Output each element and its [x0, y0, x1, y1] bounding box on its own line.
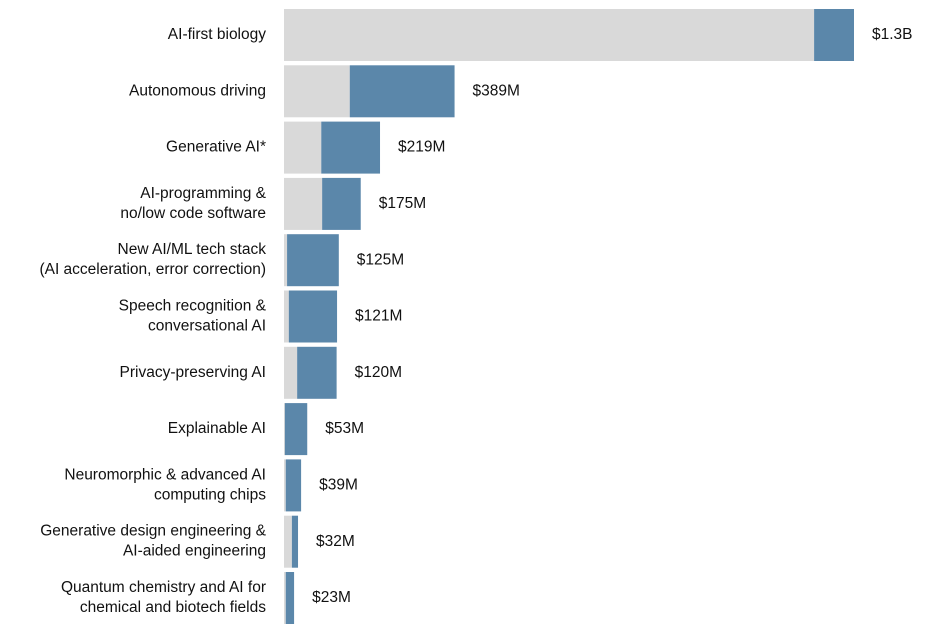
bar-segment	[291, 515, 299, 568]
category-line: conversational AI	[148, 318, 266, 335]
category-label: Generative AI*	[166, 139, 266, 156]
category-line: Explainable AI	[168, 420, 266, 437]
category-line: Speech recognition &	[119, 298, 267, 315]
category-line: AI-programming &	[140, 185, 266, 202]
value-label: $175M	[379, 195, 426, 212]
value-label: $125M	[357, 251, 404, 268]
category-line: Quantum chemistry and AI for	[61, 579, 266, 596]
category-line: Generative design engineering &	[40, 523, 266, 540]
bar-segment	[322, 177, 361, 230]
bar-segment	[284, 403, 308, 456]
category-label: New AI/ML tech stack (AI acceleration, er…	[39, 241, 266, 278]
category-line: computing chips	[154, 486, 266, 503]
bar-segment	[285, 459, 302, 512]
bar-segment	[284, 65, 350, 118]
value-label: $23M	[312, 589, 351, 606]
category-line: Privacy-preserving AI	[120, 364, 266, 381]
category-label: Quantum chemistry and AI for chemical and…	[61, 579, 266, 616]
bar-segment	[285, 572, 295, 624]
category-label: Autonomous driving	[129, 82, 266, 99]
category-label: Generative design engineering & AI-aided …	[40, 523, 266, 560]
category-line: New AI/ML tech stack	[118, 241, 267, 258]
category-line: no/low code software	[120, 205, 266, 222]
bar-segment	[284, 234, 288, 287]
category-line: AI-aided engineering	[123, 543, 266, 560]
bar-segment	[287, 234, 339, 287]
bar-segment	[284, 572, 286, 624]
value-label: $32M	[316, 533, 355, 550]
bar-segment	[284, 290, 289, 343]
bar-segment	[284, 515, 292, 568]
value-label: $121M	[355, 308, 402, 325]
bar-segment	[284, 403, 285, 456]
bar-segment	[321, 121, 381, 174]
bar-segment	[297, 346, 337, 399]
bar-segment	[284, 9, 815, 61]
value-label: $120M	[355, 364, 402, 381]
category-label: Speech recognition & conversational AI	[119, 298, 267, 335]
category-label: AI-programming & no/low code software	[120, 185, 266, 222]
bar-segment	[814, 9, 854, 61]
bar-segment	[349, 65, 455, 118]
value-label: $219M	[398, 139, 445, 156]
category-line: AI-first biology	[168, 26, 266, 43]
category-line: Autonomous driving	[129, 82, 266, 99]
bar-segment	[284, 177, 323, 230]
bar-segment	[288, 290, 338, 343]
bar-segment	[284, 346, 298, 399]
category-label: Neuromorphic & advanced AI computing chip…	[64, 466, 266, 503]
value-label: $39M	[319, 476, 358, 493]
value-label: $53M	[325, 420, 364, 437]
category-label: Explainable AI	[168, 420, 266, 437]
category-label: AI-first biology	[168, 26, 266, 43]
bar-segment	[284, 121, 322, 174]
category-line: Generative AI*	[166, 139, 266, 156]
category-line: Neuromorphic & advanced AI	[64, 466, 266, 483]
value-label: $1.3B	[872, 26, 913, 43]
value-label: $389M	[473, 82, 520, 99]
category-line: (AI acceleration, error correction)	[39, 261, 266, 278]
bar-segment	[284, 459, 286, 512]
category-line: chemical and biotech fields	[80, 599, 266, 616]
category-label: Privacy-preserving AI	[120, 364, 266, 381]
